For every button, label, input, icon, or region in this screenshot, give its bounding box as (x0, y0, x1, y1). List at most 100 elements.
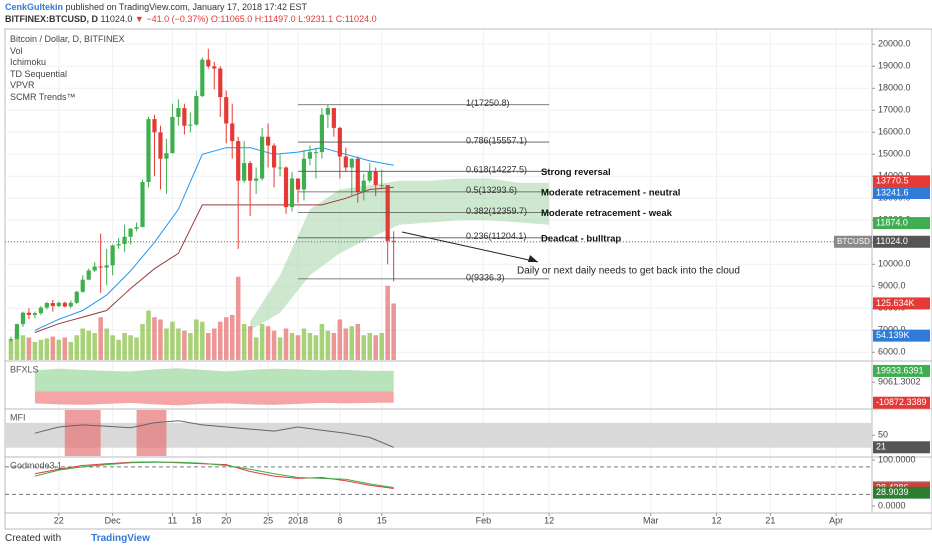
annotation: Daily or next daily needs to get back in… (517, 266, 740, 277)
candle-body (242, 163, 247, 181)
volume-bar (62, 337, 68, 360)
area (34, 368, 394, 392)
volume-bar (391, 303, 396, 360)
price-tag (873, 235, 930, 248)
volume-bar (176, 328, 181, 360)
volume-bar (223, 317, 229, 360)
low: L:9231.1 (298, 14, 334, 24)
candle-body (325, 108, 330, 115)
brand[interactable]: TradingView (91, 533, 150, 544)
candle-body (206, 59, 211, 67)
candle-body (122, 236, 127, 245)
arrow (401, 231, 539, 263)
candle-body (331, 108, 336, 128)
fib-label: 0.5(13293.6) (466, 185, 517, 195)
volume-bar (307, 332, 313, 360)
y-tick-label: 15000.0 (878, 149, 911, 159)
candle-body (176, 108, 181, 117)
volume-bar (188, 332, 193, 360)
volume-bar (56, 339, 62, 360)
x-tick-label: 12 (544, 515, 554, 525)
candle-body (20, 312, 26, 325)
candle-body (230, 123, 235, 142)
x-tick-label: 12 (712, 515, 722, 525)
volume-bar (50, 336, 56, 360)
frame (4, 28, 932, 530)
price-tag (873, 364, 930, 377)
area (34, 391, 394, 406)
volume-bar (80, 328, 86, 360)
price-tag (873, 486, 930, 499)
x-tick-label: 2018 (288, 515, 308, 525)
candle-body (224, 97, 229, 124)
legend: Bitcoin / Dollar, D, BITFINEX Vol Ichimoku… (10, 34, 125, 103)
volume-bar (253, 337, 259, 360)
y-tick-label: 10000.0 (878, 259, 911, 269)
volume-bar (158, 319, 163, 360)
volume-bar (325, 330, 331, 360)
candle-body (361, 180, 366, 192)
volume-bar (194, 319, 199, 360)
candle-body (98, 266, 103, 268)
volume-bar (313, 335, 319, 360)
volume-bar (116, 339, 121, 360)
x-tick-label: 22 (54, 515, 64, 525)
legend-entry[interactable]: VPVR (10, 80, 35, 90)
volume-bar (200, 321, 205, 360)
candle-body (116, 244, 121, 246)
volume-bar (343, 328, 349, 360)
volume-bar (104, 328, 109, 360)
volume-bar (385, 285, 390, 360)
tenkan-line (34, 147, 394, 331)
candle-body (343, 156, 348, 168)
volume-bar (241, 323, 247, 360)
candle-body (271, 145, 277, 168)
price-tag-label: 11024.0 (876, 236, 908, 246)
candle-body (277, 167, 283, 169)
legend-entry[interactable]: SCMR Trends™ (10, 91, 76, 102)
legend-entry[interactable]: Vol (10, 45, 23, 56)
volume-bar (367, 332, 373, 360)
line (34, 420, 394, 448)
author[interactable]: CenkGultekin (5, 2, 64, 12)
volume-bar (32, 341, 38, 360)
candle-body (373, 171, 378, 186)
volume-bar (68, 341, 74, 360)
candle-body (128, 228, 133, 237)
created: Created with (5, 533, 62, 544)
volume-bar (74, 335, 80, 360)
fib-note: Moderate retracement - weak (541, 208, 673, 219)
y-tick-label: 100.0000 (878, 454, 916, 464)
fib-note: Strong reversal (541, 167, 611, 178)
volume-bar (110, 335, 115, 360)
ichimoku-cloud (250, 178, 550, 331)
pane-title: BFXLS (10, 364, 39, 374)
x-tick-label: Mar (643, 515, 659, 525)
candle-body (313, 152, 319, 154)
y-tick-label: 9000.0 (878, 281, 906, 291)
fib-label: 0(9336.3) (466, 272, 505, 282)
price-tag-label: 28.9039 (876, 487, 909, 497)
candle-body (254, 178, 259, 181)
y-tick-label: 17000.0 (878, 105, 911, 115)
volume-bar (229, 314, 235, 360)
price-tag (873, 175, 930, 188)
symbol-tag-label: BTCUSD (837, 237, 870, 246)
candle-body (307, 152, 313, 159)
legend-entry[interactable]: Ichimoku (10, 57, 47, 67)
candle-body (152, 119, 157, 133)
candle-body (295, 178, 301, 190)
legend-entry[interactable]: Bitcoin / Dollar, D, BITFINEX (10, 34, 125, 44)
volume-bar (259, 323, 265, 360)
legend-entry[interactable]: TD Sequential (10, 68, 68, 79)
volume-bar (170, 321, 175, 360)
candle-body (260, 136, 265, 179)
volume-bar (128, 335, 133, 360)
volume-bar (355, 323, 361, 360)
x-tick-label: 8 (337, 515, 342, 525)
x-tick-label: 15 (377, 515, 387, 525)
volume-bar (20, 335, 26, 360)
volume-bar (26, 337, 32, 360)
candle-body (56, 302, 61, 307)
